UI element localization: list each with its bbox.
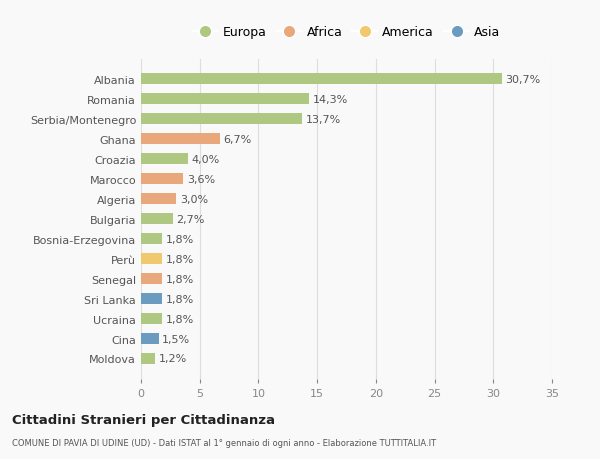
Text: 6,7%: 6,7% xyxy=(223,134,251,145)
Text: 4,0%: 4,0% xyxy=(191,154,220,164)
Text: 1,5%: 1,5% xyxy=(162,334,190,344)
Bar xyxy=(141,293,162,304)
Text: 30,7%: 30,7% xyxy=(505,75,540,84)
Bar xyxy=(141,353,155,364)
Text: 3,0%: 3,0% xyxy=(180,194,208,204)
Text: Cittadini Stranieri per Cittadinanza: Cittadini Stranieri per Cittadinanza xyxy=(12,413,275,426)
Bar xyxy=(141,174,183,185)
Bar xyxy=(141,154,188,165)
Bar xyxy=(141,333,158,344)
Bar xyxy=(141,274,162,285)
Text: 14,3%: 14,3% xyxy=(313,95,347,105)
Bar xyxy=(141,313,162,325)
Text: 1,8%: 1,8% xyxy=(166,314,194,324)
Text: 1,8%: 1,8% xyxy=(166,294,194,304)
Bar xyxy=(141,194,176,205)
Text: 1,8%: 1,8% xyxy=(166,274,194,284)
Bar xyxy=(141,74,502,85)
Text: 13,7%: 13,7% xyxy=(305,115,341,124)
Bar xyxy=(141,134,220,145)
Legend: Europa, Africa, America, Asia: Europa, Africa, America, Asia xyxy=(188,21,505,44)
Text: 1,8%: 1,8% xyxy=(166,254,194,264)
Text: COMUNE DI PAVIA DI UDINE (UD) - Dati ISTAT al 1° gennaio di ogni anno - Elaboraz: COMUNE DI PAVIA DI UDINE (UD) - Dati IST… xyxy=(12,438,436,448)
Bar xyxy=(141,214,173,224)
Text: 2,7%: 2,7% xyxy=(176,214,205,224)
Bar xyxy=(141,253,162,264)
Text: 1,8%: 1,8% xyxy=(166,234,194,244)
Text: 1,2%: 1,2% xyxy=(158,354,187,364)
Bar xyxy=(141,114,302,125)
Bar xyxy=(141,234,162,245)
Text: 3,6%: 3,6% xyxy=(187,174,215,185)
Bar xyxy=(141,94,309,105)
